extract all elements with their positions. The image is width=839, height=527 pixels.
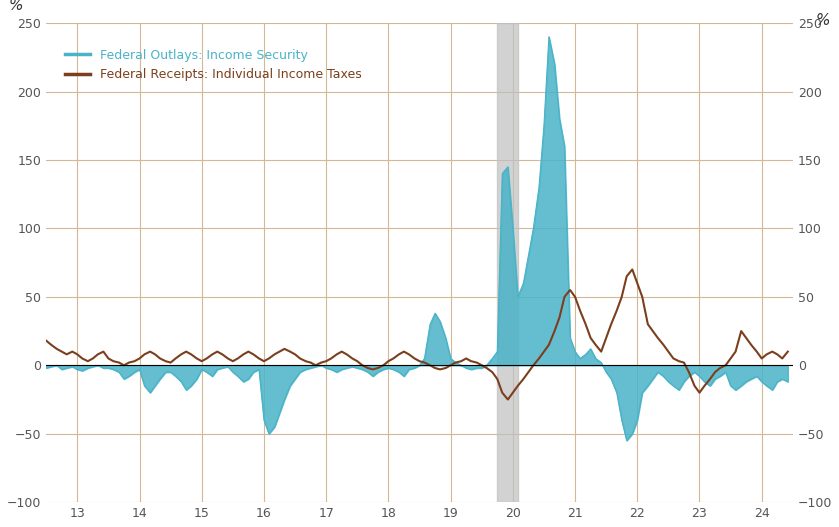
Federal Receipts: Individual Income Taxes: (24.4, 10): Individual Income Taxes: (24.4, 10) [783,348,793,355]
Federal Receipts: Individual Income Taxes: (21.9, 70): Individual Income Taxes: (21.9, 70) [628,266,638,272]
Federal Receipts: Individual Income Taxes: (22.4, 15): Individual Income Taxes: (22.4, 15) [659,341,669,348]
Legend: Federal Outlays: Income Security, Federal Receipts: Individual Income Taxes: Federal Outlays: Income Security, Federa… [60,44,367,86]
Federal Receipts: Individual Income Taxes: (19.9, -25): Individual Income Taxes: (19.9, -25) [503,396,513,403]
Bar [498,23,518,502]
Y-axis label: %: % [9,0,23,14]
Federal Receipts: Individual Income Taxes: (22.2, 25): Individual Income Taxes: (22.2, 25) [648,328,658,334]
Federal Receipts: Individual Income Taxes: (16.2, 8): Individual Income Taxes: (16.2, 8) [269,351,279,357]
Federal Receipts: Individual Income Taxes: (14.2, 8): Individual Income Taxes: (14.2, 8) [150,351,160,357]
Federal Receipts: Individual Income Taxes: (13.3, 8): Individual Income Taxes: (13.3, 8) [93,351,103,357]
Line: Federal Receipts: Individual Income Taxes: Federal Receipts: Individual Income Taxe… [46,269,788,399]
Federal Receipts: Individual Income Taxes: (21.1, 40): Individual Income Taxes: (21.1, 40) [575,307,585,314]
Y-axis label: %: % [816,14,830,28]
Federal Receipts: Individual Income Taxes: (12.5, 18): Individual Income Taxes: (12.5, 18) [41,337,51,344]
